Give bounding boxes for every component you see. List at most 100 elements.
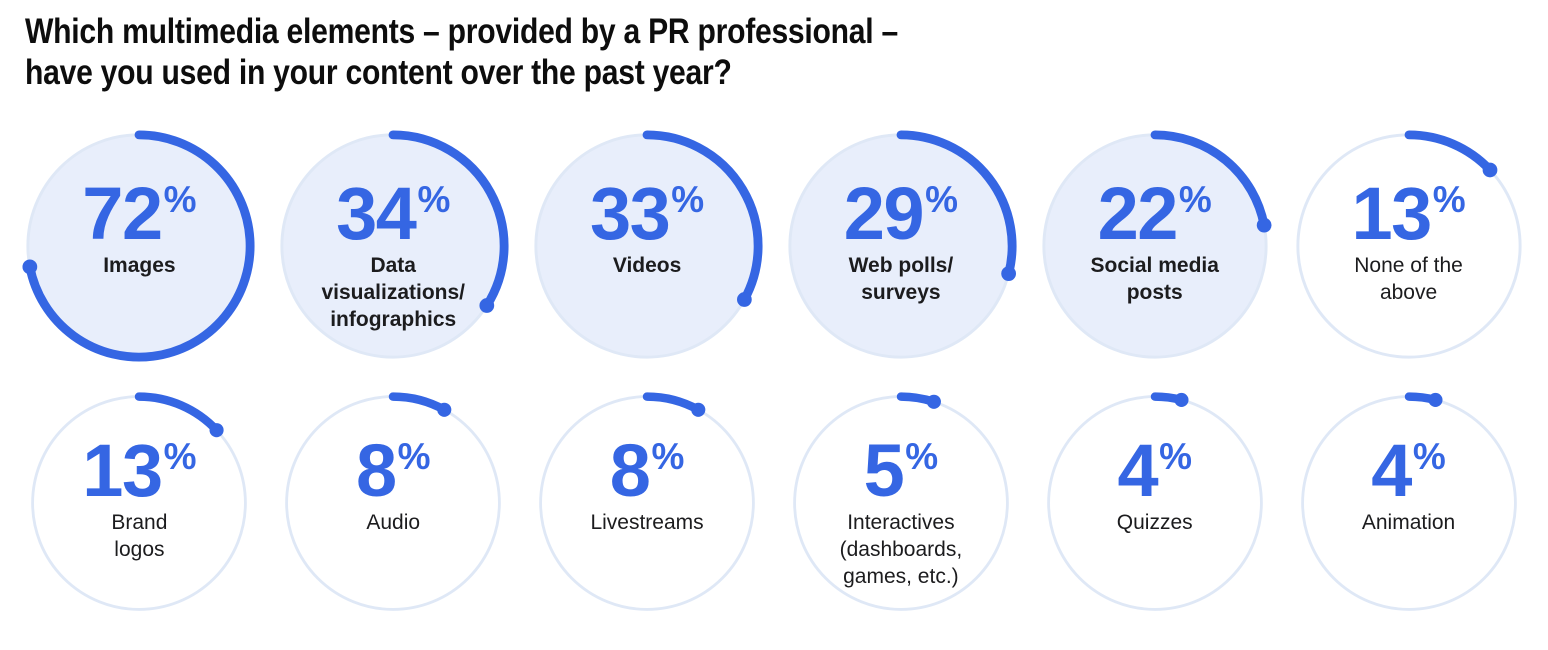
- stat-text: 8% Audio: [280, 390, 506, 616]
- stat-number: 8: [609, 428, 651, 512]
- stat-col: 33% Videos: [529, 128, 766, 364]
- stat-col: 22% Social media posts: [1036, 128, 1273, 364]
- ring-dot: [1174, 392, 1189, 407]
- stat-value: 13%: [1351, 176, 1465, 250]
- stat-text: 5% Interactives (dashboards, games, etc.…: [788, 390, 1014, 616]
- stat-text: 22% Social media posts: [1037, 128, 1273, 364]
- stat-circle-brand-logos: 13% Brand logos: [26, 390, 252, 616]
- percent-sign: %: [1432, 178, 1466, 220]
- ring-fill: [32, 396, 246, 610]
- stat-number: 13: [82, 428, 163, 512]
- ring-fill: [789, 134, 1013, 357]
- stat-value: 4%: [1117, 433, 1192, 507]
- ring-dot: [691, 402, 706, 417]
- stat-col: 13% Brand logos: [21, 390, 258, 616]
- stat-circle-images: 72% Images: [21, 128, 257, 364]
- stat-col: 8% Livestreams: [529, 390, 766, 616]
- chart-title-line-2: have you used in your content over the p…: [25, 52, 732, 92]
- ring-arc: [896, 130, 1017, 278]
- stat-label: Social media posts: [1090, 253, 1219, 304]
- stat-circle-data-visualizations: 34% Data visualizations/ infographics: [275, 128, 511, 364]
- stat-value: 4%: [1371, 433, 1446, 507]
- stat-label: Images: [103, 253, 176, 277]
- stat-label: Videos: [612, 253, 682, 277]
- stat-text: 8% Livestreams: [534, 390, 760, 616]
- ring-arc: [25, 130, 255, 362]
- stat-number: 33: [589, 171, 671, 255]
- stat-circle-audio: 8% Audio: [280, 390, 506, 616]
- stat-value: 34%: [336, 176, 450, 250]
- stat-label: None of the above: [1354, 253, 1463, 304]
- progress-ring-icon: [539, 392, 755, 611]
- percent-sign: %: [1412, 435, 1446, 477]
- stat-col: 34% Data visualizations/ infographics: [275, 128, 512, 364]
- stat-value: 8%: [610, 433, 685, 507]
- chart-title: Which multimedia elements – provided by …: [25, 12, 1335, 94]
- percent-sign: %: [417, 178, 451, 220]
- stat-value: 5%: [864, 433, 939, 507]
- stat-col: 13% None of the above: [1290, 128, 1527, 364]
- stat-circle-livestreams: 8% Livestreams: [534, 390, 760, 616]
- stat-number: 13: [1351, 171, 1432, 255]
- stat-label: Data visualizations/ infographics: [321, 253, 465, 331]
- stat-circle-social-media-posts: 22% Social media posts: [1037, 128, 1273, 364]
- stat-number: 72: [82, 171, 163, 255]
- stat-text: 34% Data visualizations/ infographics: [275, 128, 511, 364]
- ring-fill: [1297, 134, 1520, 357]
- ring-fill: [28, 134, 251, 357]
- stat-value: 29%: [844, 176, 958, 250]
- stat-value: 13%: [82, 433, 196, 507]
- percent-sign: %: [1159, 435, 1192, 477]
- stat-circle-none-of-the-above: 13% None of the above: [1291, 128, 1527, 364]
- ring-dot: [437, 402, 452, 417]
- ring-fill: [1048, 396, 1262, 610]
- progress-ring-icon: [280, 130, 509, 359]
- stat-text: 13% None of the above: [1291, 128, 1527, 364]
- ring-fill: [286, 396, 500, 610]
- progress-ring-icon: [31, 392, 248, 611]
- stat-col: 72% Images: [21, 128, 258, 364]
- stat-circle-web-polls: 29% Web polls/ surveys: [783, 128, 1019, 364]
- percent-sign: %: [397, 435, 431, 477]
- ring-arc: [1404, 130, 1494, 175]
- percent-sign: %: [163, 435, 197, 477]
- stat-circle-animation: 4% Animation: [1296, 390, 1522, 616]
- progress-ring-icon: [285, 392, 502, 611]
- progress-ring-icon: [1046, 392, 1263, 611]
- stat-text: 72% Images: [21, 128, 257, 364]
- ring-fill: [1302, 396, 1515, 610]
- progress-ring-icon: [22, 130, 255, 362]
- ring-fill: [794, 396, 1008, 610]
- ring-dot: [1256, 217, 1272, 233]
- stat-label: Animation: [1361, 510, 1456, 534]
- stat-text: 13% Brand logos: [26, 390, 252, 616]
- stat-number: 22: [1097, 171, 1179, 255]
- progress-ring-icon: [1042, 130, 1272, 359]
- ring-dot: [1427, 392, 1443, 407]
- ring-dot: [22, 259, 38, 275]
- percent-sign: %: [163, 178, 197, 220]
- percent-sign: %: [925, 178, 958, 220]
- stat-label: Quizzes: [1116, 510, 1193, 534]
- stat-col: 4% Quizzes: [1036, 390, 1273, 616]
- stat-col: 4% Animation: [1290, 390, 1527, 616]
- percent-sign: %: [671, 178, 705, 220]
- ring-fill: [1043, 134, 1266, 357]
- ring-dot: [209, 422, 225, 438]
- stat-value: 8%: [356, 433, 431, 507]
- stat-circle-quizzes: 4% Quizzes: [1042, 390, 1268, 616]
- progress-ring-icon: [1300, 392, 1517, 611]
- ring-arc: [135, 392, 222, 435]
- stat-number: 34: [336, 171, 417, 255]
- ring-dot: [1001, 266, 1016, 281]
- stat-row-top: 72% Images 34% Data visualizations/ info…: [0, 128, 1548, 364]
- stat-number: 4: [1117, 428, 1158, 512]
- stat-text: 33% Videos: [529, 128, 765, 364]
- ring-dot: [926, 394, 941, 409]
- chart-title-line-1: Which multimedia elements – provided by …: [25, 12, 898, 51]
- stat-text: 29% Web polls/ surveys: [783, 128, 1019, 364]
- ring-fill: [540, 396, 754, 610]
- percent-sign: %: [1178, 178, 1212, 220]
- stat-text: 4% Quizzes: [1042, 390, 1268, 616]
- progress-ring-icon: [534, 130, 763, 359]
